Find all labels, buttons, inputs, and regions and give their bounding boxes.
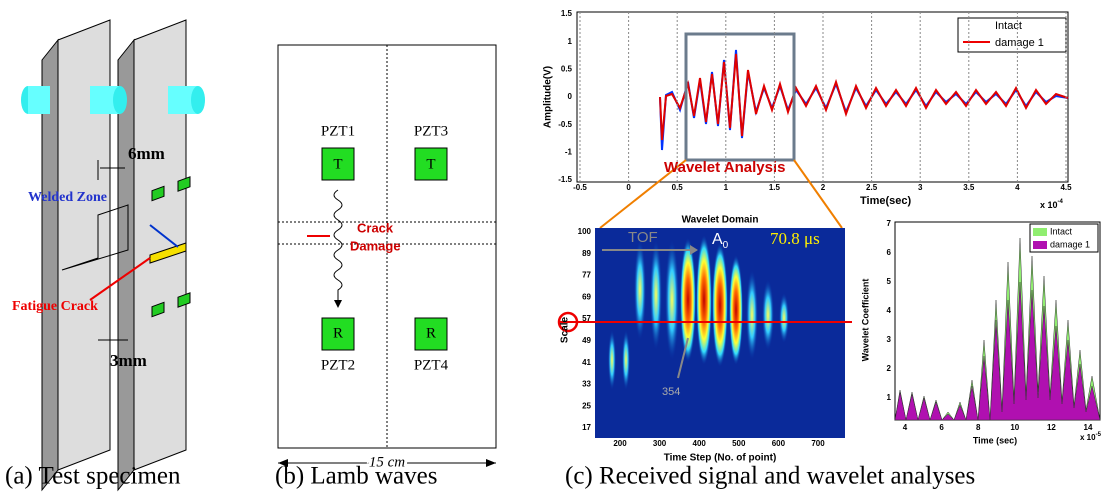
y-tick-label: 1 [568,37,573,46]
y-tick-label: 6 [887,248,892,257]
x-tick-label: 0 [626,183,631,192]
x-tick-label: 0.5 [672,183,684,192]
y-tick-label: 7 [887,219,892,228]
y-tick-label: 1 [887,393,892,402]
x-tick-label: 4.5 [1060,183,1072,192]
axis-label: Time (sec) [973,435,1017,445]
exponent: x 10-4 [1040,199,1064,211]
x-tick-label: 4 [903,423,908,432]
x-tick-label: 14 [1084,423,1093,432]
y-tick-label: -1.5 [558,175,572,184]
y-tick-label: 2 [887,364,892,373]
legend-entry: Intact [995,20,1022,32]
x-tick-label: 3.5 [963,183,975,192]
axis-label: Time(sec) [860,195,911,207]
x-tick-label: 10 [1010,423,1019,432]
x-tick-label: 300 [653,439,667,448]
mode: A [712,231,723,248]
dimension: 15 cm [369,454,405,470]
y-tick-label: 1.5 [561,9,573,18]
y-tick-label: 49 [582,336,591,345]
y-tick-label: 89 [582,249,591,258]
legend-entry: damage 1 [995,37,1044,49]
y-tick-label: 57 [582,314,591,323]
x-tick-label: 1.5 [769,183,781,192]
y-tick-label: 69 [582,292,591,301]
label: T [426,156,435,172]
label: Crack [357,220,394,235]
x-tick-label: -0.5 [573,183,587,192]
x-tick-label: 1 [724,183,729,192]
annotation: 354 [662,386,680,398]
exponent-power: -5 [1096,432,1102,438]
x-tick-label: 2.5 [866,183,878,192]
specimen [21,19,205,492]
annotation: Wavelet Analysis [664,159,785,176]
y-tick-label: 0.5 [561,64,573,73]
caption: (b) Lamb waves [275,463,437,490]
y-tick-label: -1 [565,147,573,156]
label: Fatigue Crack [12,299,98,314]
x-tick-label: 12 [1047,423,1056,432]
label: R [426,325,436,341]
coefficient-plot [894,221,1101,421]
annotation: 70.8 μs [770,229,820,248]
y-tick-label: 0 [568,92,573,101]
y-tick-label: 77 [582,271,591,280]
exponent-base: x 10 [1080,433,1096,442]
label: Welded Zone [28,190,107,205]
y-tick-label: 17 [582,423,591,432]
x-tick-label: 3 [918,183,923,192]
x-tick-label: 600 [772,439,786,448]
x-tick-label: 6 [939,423,944,432]
x-tick-label: 8 [976,423,981,432]
scalogram [557,228,852,438]
y-tick-label: 3 [887,335,892,344]
y-tick-label: 25 [582,401,591,410]
caption: (a) Test specimen [5,463,181,490]
dimension: 3mm [110,351,147,370]
mode-subscript: 0 [723,240,729,251]
x-tick-label: 500 [732,439,746,448]
x-tick-label: 700 [811,439,825,448]
label: PZT1 [321,123,355,139]
axis-label: Time Step (No. of point) [664,453,777,464]
axis-label: Wavelet Coefficient [860,279,870,362]
plot-title: Wavelet Domain [682,215,759,226]
label: Damage [350,238,401,253]
label: PZT2 [321,357,355,373]
y-tick-label: 33 [582,380,591,389]
axis-label: Amplitude(V) [543,66,554,128]
label: R [333,325,343,341]
y-tick-label: 5 [887,277,892,286]
y-tick-label: 41 [582,358,591,367]
exponent: x 10-5 [1080,432,1102,443]
x-tick-label: 400 [693,439,707,448]
y-tick-label: -0.5 [558,120,572,129]
exponent-power: -4 [1058,199,1064,205]
x-tick-label: 4 [1015,183,1020,192]
label: PZT3 [414,123,448,139]
exponent-base: x 10 [1040,200,1058,210]
y-tick-label: 100 [578,227,592,236]
x-tick-label: 2 [821,183,826,192]
axis-label: Scale [560,316,571,343]
legend-entry: Intact [1050,226,1073,236]
plate [277,44,497,467]
caption: (c) Received signal and wavelet analyses [565,463,975,490]
label: T [333,156,342,172]
label: PZT4 [414,357,449,373]
annotation: A0 [712,231,729,250]
legend-entry: damage 1 [1050,239,1090,249]
y-tick-label: 4 [887,306,892,315]
dimension: 6mm [128,144,165,163]
annotation: TOF [628,229,658,246]
x-tick-label: 200 [613,439,627,448]
